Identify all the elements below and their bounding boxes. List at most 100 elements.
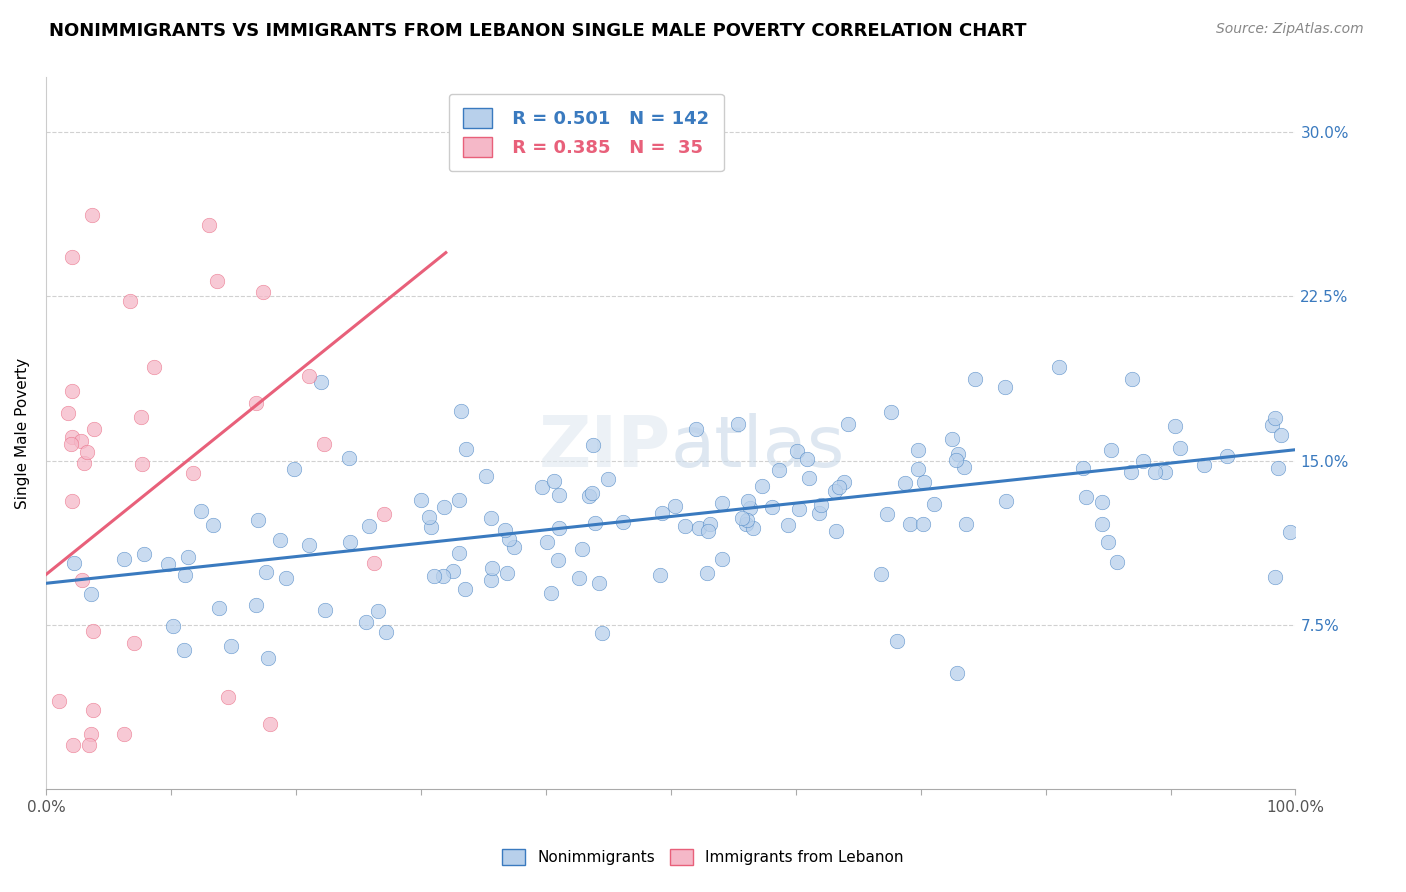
Point: [945, 452, 967, 467]
Point: [738, 501, 761, 516]
Point: [1192, 458, 1215, 472]
Point: [474, 469, 496, 483]
Legend: Nonimmigrants, Immigrants from Lebanon: Nonimmigrants, Immigrants from Lebanon: [496, 843, 910, 871]
Point: [699, 516, 721, 531]
Point: [612, 515, 634, 529]
Point: [219, 639, 242, 653]
Point: [751, 478, 773, 492]
Point: [735, 517, 758, 532]
Point: [157, 557, 180, 571]
Point: [786, 444, 808, 458]
Point: [994, 380, 1017, 394]
Point: [63, 557, 86, 571]
Point: [79, 727, 101, 741]
Point: [495, 566, 517, 580]
Point: [359, 519, 381, 533]
Point: [548, 521, 571, 535]
Point: [952, 459, 974, 474]
Point: [995, 494, 1018, 508]
Point: [447, 546, 470, 560]
Point: [832, 475, 855, 489]
Point: [1107, 555, 1129, 569]
Point: [568, 571, 591, 585]
Point: [252, 285, 274, 300]
Point: [245, 396, 267, 410]
Point: [1099, 443, 1122, 458]
Point: [540, 586, 562, 600]
Point: [190, 504, 212, 518]
Point: [941, 433, 963, 447]
Point: [582, 438, 605, 452]
Point: [498, 533, 520, 547]
Point: [62, 739, 84, 753]
Point: [363, 557, 385, 571]
Point: [894, 476, 917, 491]
Point: [118, 294, 141, 309]
Point: [787, 502, 810, 516]
Point: [283, 461, 305, 475]
Point: [1270, 428, 1292, 442]
Point: [1132, 453, 1154, 467]
Point: [581, 485, 603, 500]
Point: [1261, 417, 1284, 432]
Point: [710, 551, 733, 566]
Point: [1076, 490, 1098, 504]
Point: [257, 650, 280, 665]
Point: [696, 524, 718, 538]
Point: [419, 520, 441, 534]
Point: [217, 690, 239, 705]
Point: [441, 564, 464, 578]
Point: [375, 624, 398, 639]
Point: [675, 519, 697, 533]
Point: [247, 513, 270, 527]
Point: [132, 547, 155, 561]
Point: [946, 666, 969, 681]
Point: [955, 517, 977, 532]
Point: [314, 437, 336, 451]
Point: [591, 625, 613, 640]
Point: [298, 538, 321, 552]
Point: [1154, 465, 1177, 479]
Point: [1164, 419, 1187, 434]
Y-axis label: Single Male Poverty: Single Male Poverty: [15, 358, 30, 508]
Point: [898, 516, 921, 531]
Point: [76, 445, 98, 459]
Point: [870, 566, 893, 581]
Point: [596, 472, 619, 486]
Point: [648, 568, 671, 582]
Point: [876, 508, 898, 522]
Point: [82, 624, 104, 638]
Point: [543, 474, 565, 488]
Point: [82, 703, 104, 717]
Point: [651, 506, 673, 520]
Point: [696, 566, 718, 581]
Point: [810, 498, 832, 512]
Point: [72, 573, 94, 587]
Point: [254, 566, 277, 580]
Text: atlas: atlas: [671, 413, 845, 482]
Point: [886, 633, 908, 648]
Point: [411, 492, 433, 507]
Point: [60, 250, 83, 264]
Point: [907, 461, 929, 475]
Point: [731, 511, 754, 525]
Point: [1091, 495, 1114, 509]
Point: [1097, 534, 1119, 549]
Point: [131, 458, 153, 472]
Point: [536, 534, 558, 549]
Point: [367, 604, 389, 618]
Point: [174, 568, 197, 582]
Point: [911, 517, 934, 532]
Point: [571, 541, 593, 556]
Point: [418, 510, 440, 524]
Point: [912, 475, 935, 490]
Point: [1278, 525, 1301, 540]
Point: [837, 417, 859, 431]
Point: [80, 587, 103, 601]
Point: [963, 372, 986, 386]
Point: [494, 523, 516, 537]
Point: [337, 450, 360, 465]
Point: [1121, 465, 1143, 479]
Point: [479, 573, 502, 587]
Point: [162, 619, 184, 633]
